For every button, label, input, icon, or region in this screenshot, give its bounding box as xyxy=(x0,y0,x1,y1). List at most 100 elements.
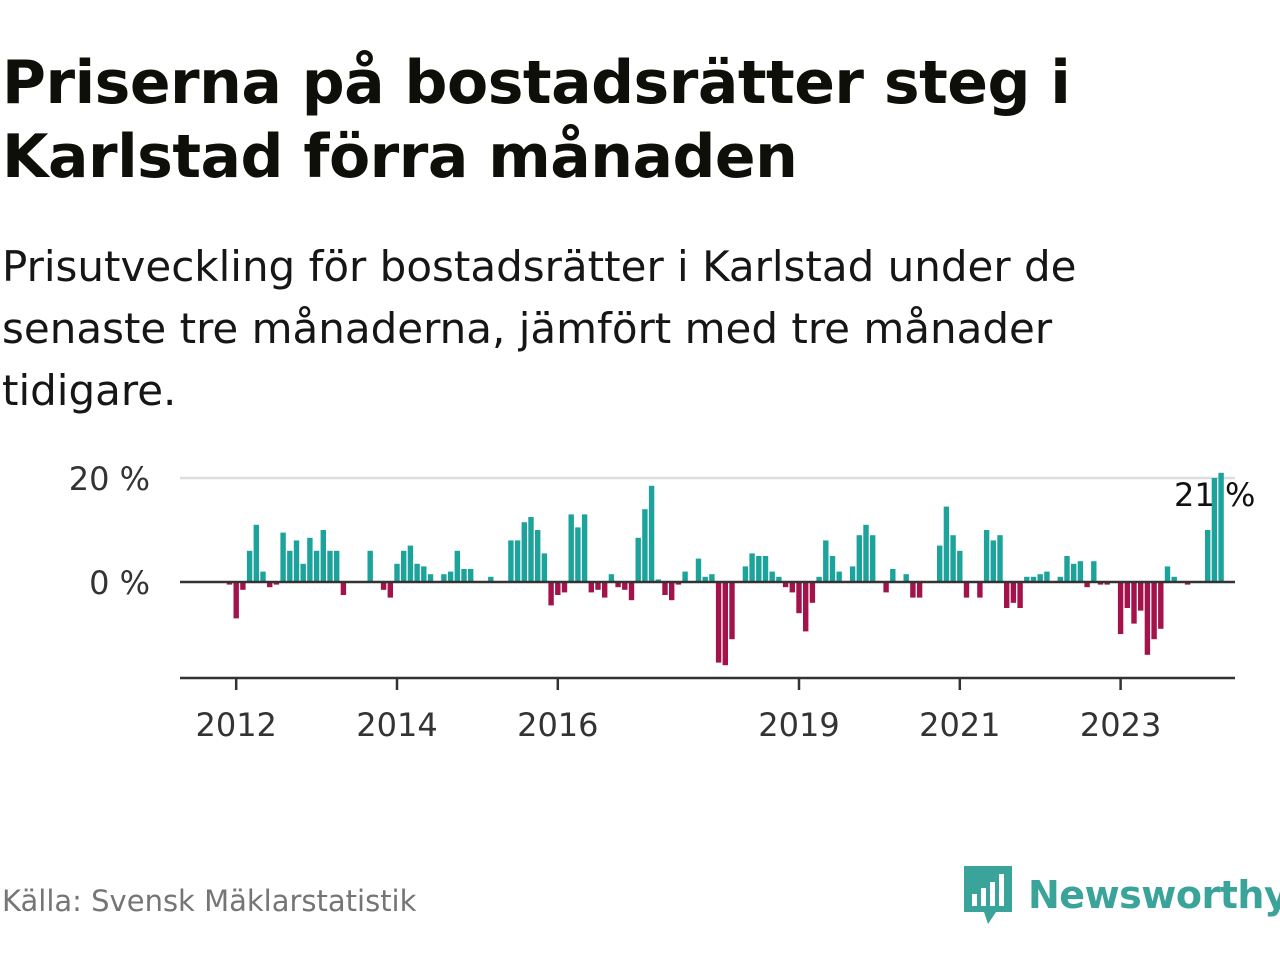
bar xyxy=(816,576,822,582)
bar xyxy=(1131,582,1137,624)
bar xyxy=(883,582,889,593)
bar xyxy=(675,582,682,585)
bar xyxy=(447,571,454,582)
x-tick-label: 2016 xyxy=(517,706,598,744)
bar xyxy=(273,582,280,585)
bar xyxy=(327,550,333,582)
bar xyxy=(1211,478,1218,582)
bar xyxy=(1017,582,1023,608)
bar xyxy=(635,537,641,582)
bar xyxy=(916,582,923,598)
bar xyxy=(414,563,420,582)
bar xyxy=(293,540,300,582)
bar xyxy=(983,530,990,582)
bar xyxy=(240,582,246,590)
x-tick-label: 2019 xyxy=(758,706,839,744)
bar xyxy=(555,582,561,595)
bar xyxy=(1077,561,1084,582)
bar xyxy=(937,545,943,582)
bar xyxy=(856,535,862,582)
bar xyxy=(1144,582,1151,655)
bar xyxy=(1030,576,1037,582)
bar xyxy=(622,582,628,590)
bar xyxy=(997,535,1003,582)
bar xyxy=(548,582,554,606)
bar xyxy=(977,582,983,598)
bar xyxy=(1205,530,1211,582)
bar-chart-speech-bubble-icon xyxy=(964,866,1012,924)
bar xyxy=(749,553,755,582)
bar xyxy=(541,553,548,582)
bar xyxy=(1104,582,1110,585)
bar xyxy=(468,569,474,582)
brand-logo[interactable]: Newsworthy xyxy=(962,862,1280,928)
bar xyxy=(829,556,836,582)
bar xyxy=(1084,582,1090,588)
bars xyxy=(226,472,1224,666)
bar xyxy=(267,582,273,588)
bar xyxy=(508,540,514,582)
bar xyxy=(1184,582,1191,585)
bar xyxy=(803,582,809,632)
bar xyxy=(1218,472,1224,582)
bar xyxy=(461,569,467,582)
latest-value-label: 21 % xyxy=(1174,476,1255,514)
bar xyxy=(608,574,615,582)
bar xyxy=(514,540,521,582)
bar xyxy=(1037,574,1043,582)
bar-chart: 20 % 0 % 2012 2014 2016 2019 2021 2023 21 % xyxy=(69,460,1256,744)
bar xyxy=(950,535,956,582)
bar xyxy=(890,569,896,582)
bar xyxy=(789,582,795,593)
x-tick-label: 2014 xyxy=(356,706,437,744)
bar xyxy=(226,582,233,585)
bar xyxy=(1004,582,1010,608)
bar xyxy=(441,574,447,582)
bar xyxy=(287,550,293,582)
bar xyxy=(863,524,869,582)
bar xyxy=(340,582,347,595)
bar xyxy=(421,566,427,582)
bar xyxy=(488,576,494,582)
tick-labels: 20 % 0 % 2012 2014 2016 2019 2021 2023 21 % xyxy=(69,460,1256,744)
bar xyxy=(742,566,749,582)
bar xyxy=(628,582,635,601)
bar xyxy=(1164,566,1171,582)
bar xyxy=(642,509,648,582)
bar xyxy=(233,582,239,619)
axes xyxy=(180,580,1235,690)
bar xyxy=(313,550,320,582)
bar xyxy=(334,550,340,582)
bar xyxy=(1151,582,1157,640)
bar xyxy=(1091,561,1097,582)
bar xyxy=(1138,582,1144,611)
y-tick-label: 0 % xyxy=(89,564,150,602)
bar xyxy=(870,535,876,582)
bar xyxy=(595,582,601,590)
bar xyxy=(320,530,326,582)
bar xyxy=(762,556,769,582)
bar xyxy=(246,550,253,582)
source-label: Källa: Svensk Mäklarstatistik xyxy=(2,884,417,918)
bar xyxy=(809,582,816,603)
x-tick-label: 2021 xyxy=(919,706,1000,744)
bar xyxy=(836,571,842,582)
bar xyxy=(655,579,661,582)
bar xyxy=(715,582,722,663)
bar xyxy=(903,574,909,582)
bar xyxy=(1171,576,1177,582)
bar xyxy=(253,524,259,582)
bar xyxy=(615,582,621,588)
bar xyxy=(588,582,594,593)
bar xyxy=(1064,556,1070,582)
bar xyxy=(1071,563,1077,582)
bar xyxy=(702,576,708,582)
bar xyxy=(528,517,534,582)
bar xyxy=(782,582,789,588)
bar xyxy=(1158,582,1164,629)
bar xyxy=(367,550,373,582)
bar xyxy=(963,582,970,598)
bar xyxy=(910,582,916,598)
bar xyxy=(990,540,996,582)
bar xyxy=(776,576,782,582)
